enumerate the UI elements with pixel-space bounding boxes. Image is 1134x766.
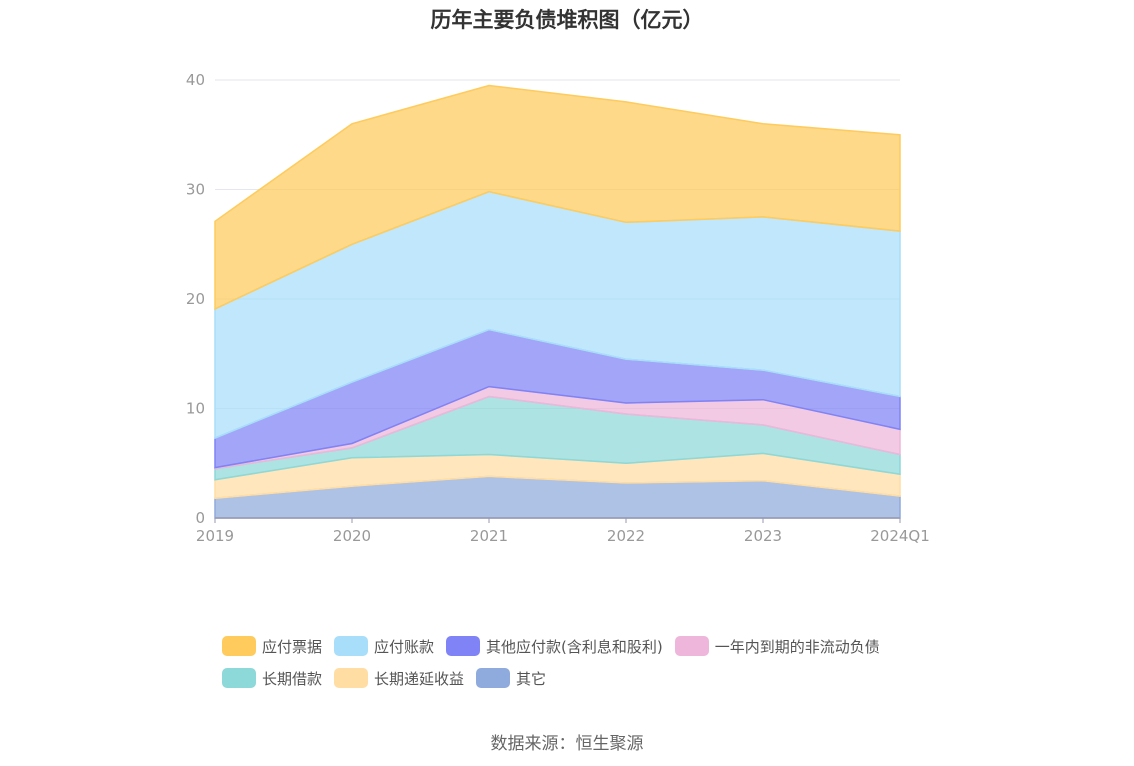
legend-item[interactable]: 长期借款: [222, 668, 322, 689]
legend-item[interactable]: 长期递延收益: [334, 668, 464, 689]
y-tick-label: 30: [186, 181, 205, 199]
legend-row-1: 长期借款 长期递延收益 其它: [222, 662, 942, 694]
x-tick-label: 2020: [333, 527, 371, 545]
y-tick-label: 40: [186, 71, 205, 89]
legend-label: 其它: [516, 669, 547, 688]
stacked-area-chart: 0 10 20 30 40 2019 2020 2021 2022 2023 2024Q1: [186, 71, 930, 545]
chart-title: 历年主要负债堆积图（亿元）: [430, 8, 704, 32]
legend-swatch: [476, 668, 511, 688]
x-tick-label: 2024Q1: [870, 527, 930, 545]
legend-label: 应付票据: [262, 637, 323, 656]
legend-swatch: [334, 668, 369, 688]
legend-swatch: [222, 668, 256, 688]
legend-swatch: [446, 636, 481, 656]
x-tick-label: 2023: [744, 527, 782, 545]
legend-item[interactable]: 一年内到期的非流动负债: [674, 636, 880, 657]
y-tick-label: 10: [186, 400, 205, 418]
y-tick-label: 0: [195, 509, 205, 527]
legend-swatch: [674, 636, 709, 656]
legend-swatch: [222, 636, 256, 656]
area-series: [214, 84, 901, 519]
legend-label: 长期借款: [262, 669, 323, 688]
x-tick-label: 2021: [470, 527, 508, 545]
y-tick-label: 20: [186, 290, 205, 308]
axes: 0 10 20 30 40 2019 2020 2021 2022 2023 2024Q1: [186, 71, 930, 545]
legend-item[interactable]: 应付票据: [222, 636, 322, 657]
legend-item[interactable]: 其它: [476, 668, 546, 689]
x-tick-label: 2019: [196, 527, 234, 545]
legend: 应付票据 应付账款 其他应付款(含利息和股利) 一年内到期的非流动负债长期借款 长期递延…: [222, 630, 942, 694]
legend-label: 一年内到期的非流动负债: [714, 637, 880, 656]
data-source-note: 数据来源：恒生聚源: [490, 734, 644, 754]
legend-item[interactable]: 其他应付款(含利息和股利): [446, 636, 663, 657]
x-tick-label: 2022: [607, 527, 645, 545]
legend-label: 长期递延收益: [374, 669, 465, 688]
legend-item[interactable]: 应付账款: [334, 636, 434, 657]
legend-label: 其他应付款(含利息和股利): [486, 637, 663, 656]
legend-row-0: 应付票据 应付账款 其他应付款(含利息和股利) 一年内到期的非流动负债: [222, 630, 942, 662]
legend-swatch: [334, 636, 369, 656]
legend-label: 应付账款: [374, 637, 435, 656]
area-series-6: [214, 84, 901, 311]
